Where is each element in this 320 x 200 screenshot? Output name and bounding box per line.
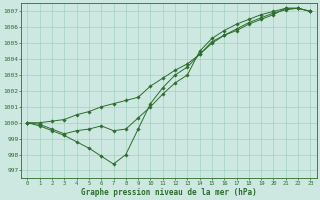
X-axis label: Graphe pression niveau de la mer (hPa): Graphe pression niveau de la mer (hPa) (81, 188, 257, 197)
